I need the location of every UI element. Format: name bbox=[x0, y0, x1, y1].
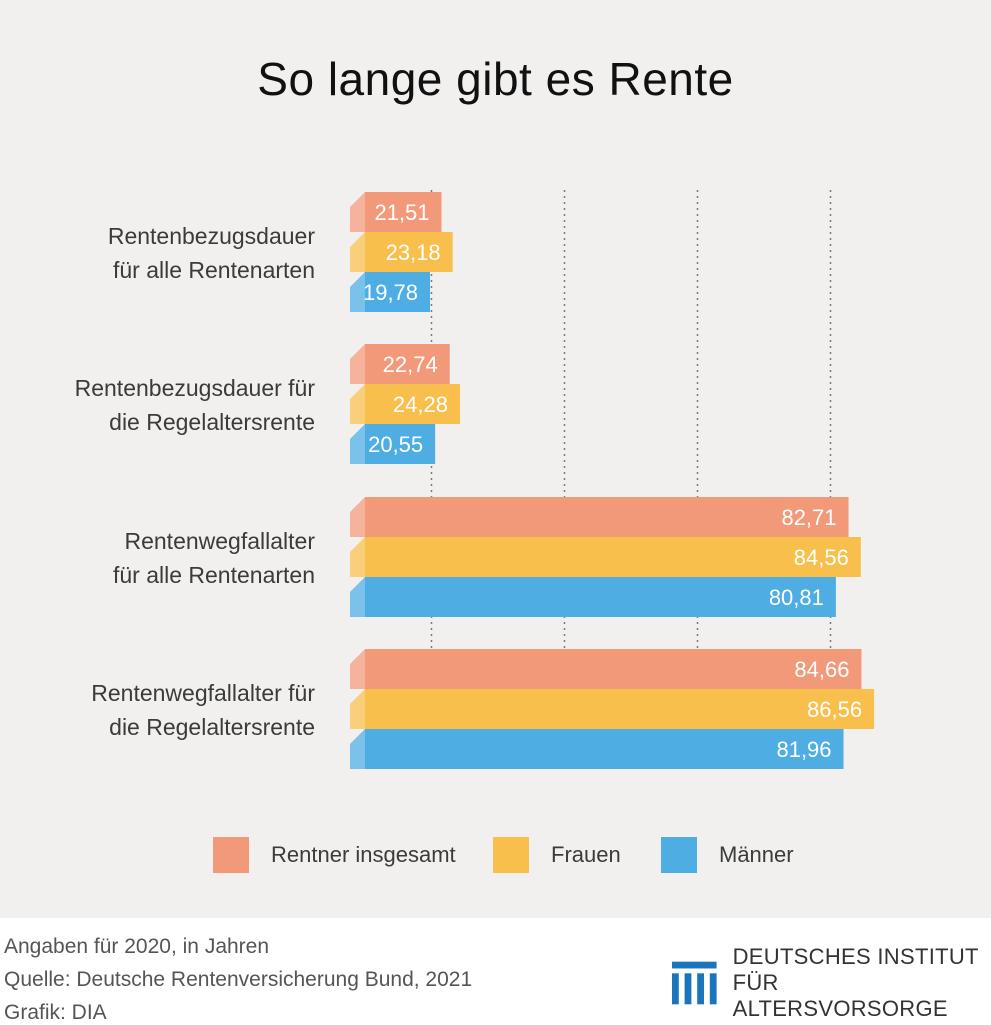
legend-label-men: Männer bbox=[719, 842, 794, 867]
bar-value-label: 80,81 bbox=[769, 585, 824, 610]
bar-value-label: 24,28 bbox=[393, 392, 448, 417]
bar-group-1-series-1: 21,51 bbox=[350, 192, 442, 232]
category-label-3: Rentenwegfallalter für alle Rentenarten bbox=[112, 528, 315, 588]
bar bbox=[365, 577, 836, 617]
bar bbox=[365, 689, 875, 729]
dia-logo: DEUTSCHES INSTITUT FÜR ALTERSVORSORGE bbox=[672, 944, 991, 1021]
bar bbox=[365, 649, 862, 689]
legend-item-women: Frauen bbox=[493, 835, 621, 875]
bar-value-label: 84,56 bbox=[794, 545, 849, 570]
bar-group-4-series-1: 84,66 bbox=[350, 649, 862, 689]
bar-group-2-series-3: 20,55 bbox=[350, 424, 436, 464]
logo-line-1: DEUTSCHES INSTITUT bbox=[732, 944, 979, 969]
footer-source: Quelle: Deutsche Rentenversicherung Bund… bbox=[4, 968, 473, 991]
legend-swatch-women bbox=[493, 837, 529, 873]
bar-group-3-series-1: 82,71 bbox=[350, 497, 849, 537]
bar bbox=[365, 537, 861, 577]
bar-cap bbox=[350, 729, 365, 769]
bar-value-label: 21,51 bbox=[374, 200, 429, 225]
bar-group-4-series-2: 86,56 bbox=[350, 689, 875, 729]
category-label-4: Rentenwegfallalter für die Regelaltersre… bbox=[91, 680, 315, 740]
bar-cap bbox=[350, 424, 365, 464]
bar-value-label: 82,71 bbox=[781, 505, 836, 530]
legend-label-women: Frauen bbox=[551, 842, 621, 867]
legend: Rentner insgesamt Frauen Männer bbox=[0, 835, 991, 875]
bar-value-label: 84,66 bbox=[794, 657, 849, 682]
category-label-2: Rentenbezugsdauer für die Regelaltersren… bbox=[74, 375, 315, 435]
bar-value-label: 22,74 bbox=[383, 352, 438, 377]
bar-value-label: 86,56 bbox=[807, 697, 862, 722]
category-label-1: Rentenbezugsdauer für alle Rentenarten bbox=[107, 223, 315, 283]
legend-label-total: Rentner insgesamt bbox=[271, 842, 456, 867]
chart-title: So lange gibt es Rente bbox=[257, 53, 734, 105]
logo-line-2: FÜR ALTERSVORSORGE bbox=[732, 970, 948, 1021]
bar-cap bbox=[350, 232, 365, 272]
bar-chart: 21,51 23,18 19,78 22,74 24,28 20,55 82,71 84,56… bbox=[350, 190, 875, 770]
bar bbox=[365, 384, 460, 424]
bar bbox=[365, 729, 844, 769]
bar-cap bbox=[350, 272, 365, 312]
footer: Angaben für 2020, in Jahren Quelle: Deut… bbox=[0, 930, 991, 1024]
bar-value-label: 81,96 bbox=[776, 737, 831, 762]
legend-item-total: Rentner insgesamt bbox=[213, 835, 456, 875]
bar bbox=[365, 232, 453, 272]
bar-group-2-series-1: 22,74 bbox=[350, 344, 450, 384]
bar bbox=[365, 192, 442, 232]
bar-cap bbox=[350, 649, 365, 689]
bar-group-3-series-2: 84,56 bbox=[350, 537, 861, 577]
bar-cap bbox=[350, 537, 365, 577]
legend-swatch-total bbox=[213, 837, 249, 873]
footer-credit: Grafik: DIA bbox=[4, 1001, 107, 1024]
dia-logo-icon bbox=[672, 961, 717, 1005]
bar bbox=[365, 272, 431, 312]
bar-value-label: 23,18 bbox=[386, 240, 441, 265]
footer-note: Angaben für 2020, in Jahren bbox=[4, 935, 270, 958]
bar-cap bbox=[350, 497, 365, 537]
bar bbox=[365, 424, 436, 464]
bar bbox=[365, 497, 849, 537]
bar-value-label: 20,55 bbox=[368, 432, 423, 457]
bar-cap bbox=[350, 192, 365, 232]
bar-cap bbox=[350, 384, 365, 424]
bar-group-3-series-3: 80,81 bbox=[350, 577, 836, 617]
bar-cap bbox=[350, 689, 365, 729]
bar bbox=[365, 344, 450, 384]
legend-swatch-men bbox=[661, 837, 697, 873]
legend-item-men: Männer bbox=[661, 835, 794, 875]
bar-cap bbox=[350, 577, 365, 617]
bar-group-4-series-3: 81,96 bbox=[350, 729, 844, 769]
bar-group-1-series-2: 23,18 bbox=[350, 232, 453, 272]
bar-group-1-series-3: 19,78 bbox=[350, 272, 431, 312]
logo-text: DEUTSCHES INSTITUT FÜR ALTERSVORSORGE bbox=[733, 944, 991, 1022]
bar-group-2-series-2: 24,28 bbox=[350, 384, 460, 424]
bar-cap bbox=[350, 344, 365, 384]
bar-value-label: 19,78 bbox=[363, 280, 418, 305]
